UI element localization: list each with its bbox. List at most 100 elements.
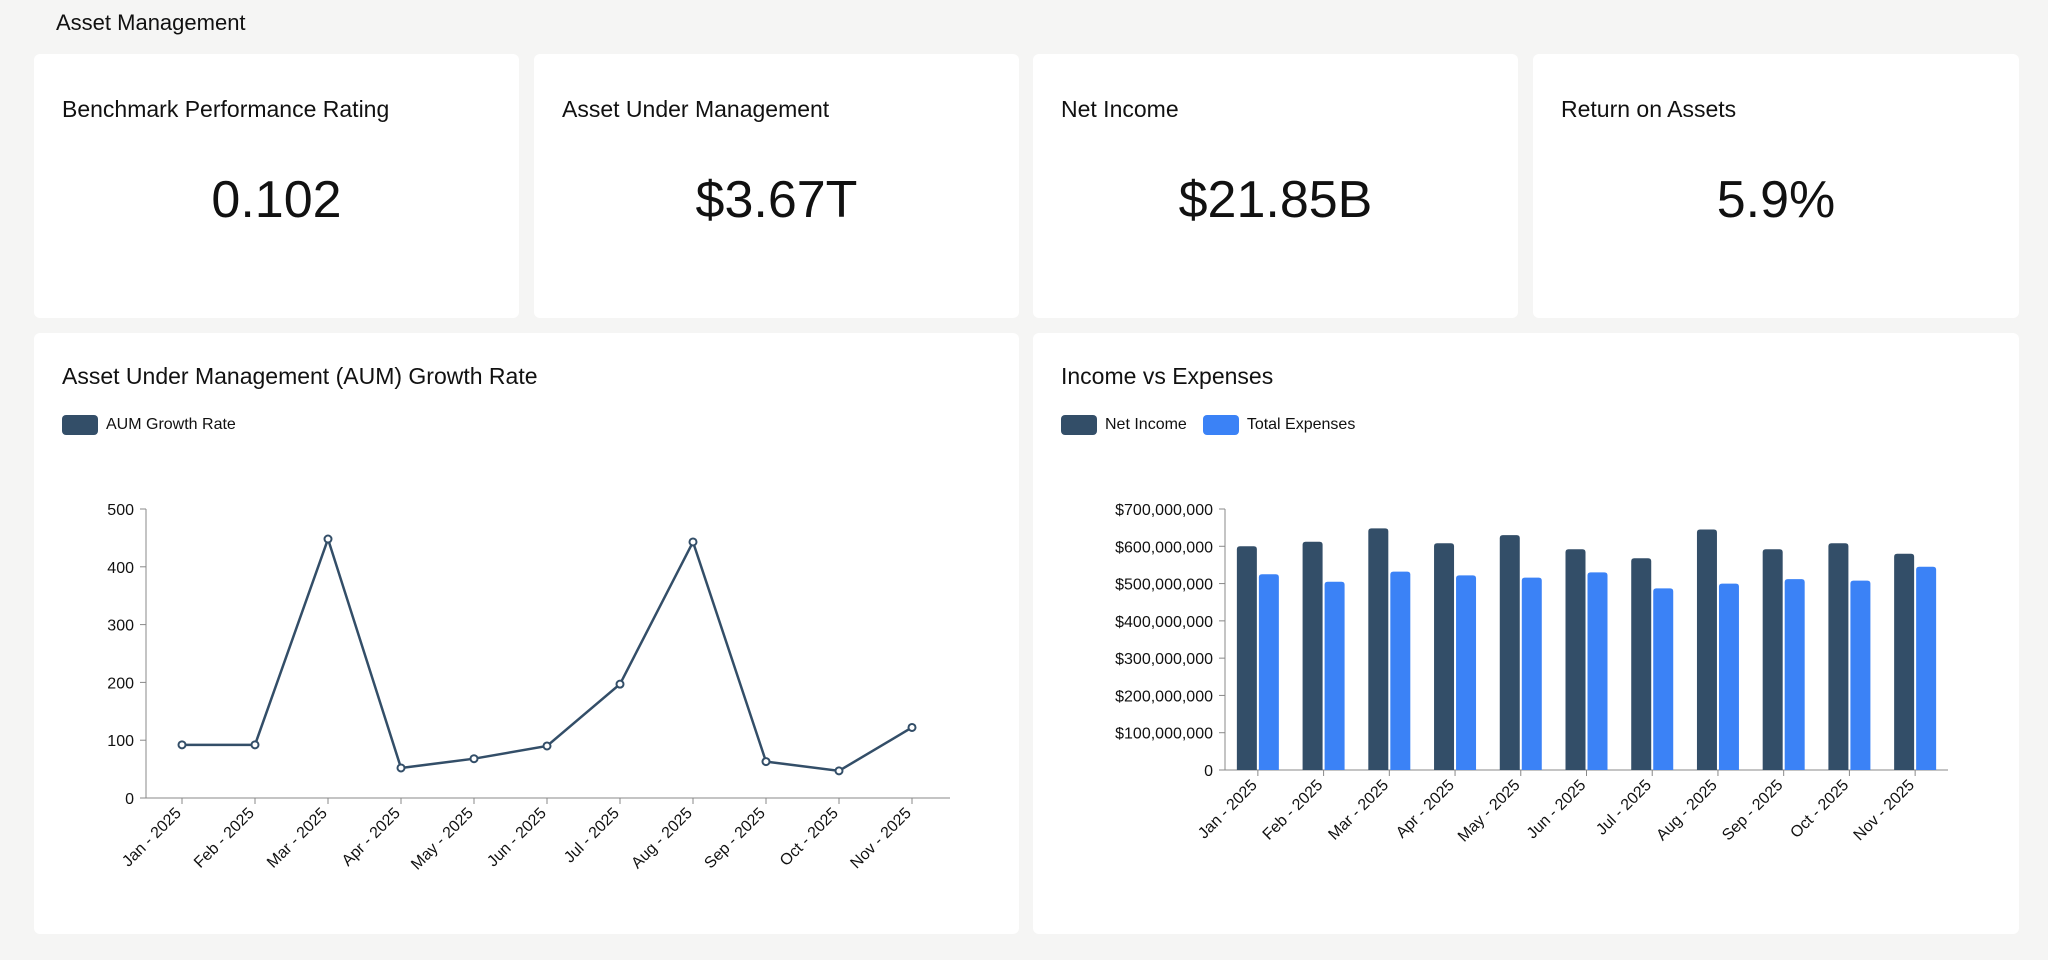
y-tick-label: $700,000,000	[1115, 502, 1213, 519]
x-tick-label: Feb - 2025	[1260, 777, 1327, 844]
y-tick-label: 500	[107, 502, 134, 519]
y-tick-label: 0	[125, 791, 134, 808]
kpi-value: $21.85B	[1178, 171, 1373, 229]
legend-label: Net Income	[1105, 416, 1187, 433]
bar-net-income	[1565, 549, 1586, 770]
data-point	[323, 534, 333, 544]
bar-net-income	[1696, 529, 1717, 770]
y-tick-label: 300	[107, 618, 134, 635]
kpi-value: 0.102	[211, 171, 342, 229]
legend-label: AUM Growth Rate	[106, 416, 236, 433]
bar-net-income	[1368, 528, 1389, 770]
bar-net-income	[1236, 546, 1257, 770]
x-tick-label: Feb - 2025	[191, 805, 258, 872]
kpi-title: Return on Assets	[1561, 96, 1737, 122]
x-tick-label: Mar - 2025	[264, 805, 331, 872]
x-tick-label: Apr - 2025	[339, 805, 404, 870]
bar-total-expenses	[1587, 572, 1608, 770]
data-point	[250, 740, 260, 750]
legend-label: Total Expenses	[1246, 416, 1356, 433]
y-tick-label: $300,000,000	[1115, 651, 1213, 668]
bar-total-expenses	[1850, 580, 1871, 770]
legend-item-net-income[interactable]: Net Income	[1061, 415, 1187, 435]
data-point	[761, 757, 771, 767]
x-tick-label: Oct - 2025	[1787, 777, 1852, 842]
y-tick-label: 400	[107, 560, 134, 577]
income-bar-chart: 0 $100,000,000 $200,000,000 $300,000,000 $40…	[1115, 502, 1948, 846]
kpi-title: Net Income	[1061, 96, 1179, 122]
legend-item-total-expenses[interactable]: Total Expenses	[1202, 415, 1356, 435]
kpi-card-benchmark: Benchmark Performance Rating 0.102	[34, 54, 519, 318]
y-tick-label: 200	[107, 675, 134, 692]
x-tick-label: Mar - 2025	[1325, 777, 1392, 844]
chart-legend: Net Income Total Expenses	[1061, 415, 1355, 435]
y-tick-label: $500,000,000	[1115, 577, 1213, 594]
legend-swatch	[1202, 415, 1239, 435]
x-tick-label: Aug - 2025	[1653, 777, 1720, 844]
data-point	[834, 766, 844, 776]
chart-title: Asset Under Management (AUM) Growth Rate	[62, 363, 538, 389]
data-point	[615, 679, 625, 689]
x-tick-label: Jan - 2025	[119, 805, 185, 871]
page-title: Asset Management	[56, 10, 246, 35]
data-point	[542, 741, 552, 751]
bar-net-income	[1894, 553, 1915, 770]
data-point	[469, 754, 479, 764]
chart-title: Income vs Expenses	[1061, 363, 1274, 389]
bar-total-expenses	[1916, 566, 1937, 770]
bar-total-expenses	[1390, 571, 1411, 770]
x-tick-label: May - 2025	[1455, 777, 1524, 846]
x-tick-label: Jul - 2025	[561, 805, 623, 867]
aum-chart-card: Asset Under Management (AUM) Growth Rate…	[34, 333, 1019, 934]
y-tick-label: $100,000,000	[1115, 726, 1213, 743]
y-tick-label: $400,000,000	[1115, 614, 1213, 631]
data-point	[177, 740, 187, 750]
kpi-card-aum: Asset Under Management $3.67T	[534, 54, 1019, 318]
x-tick-label: Nov - 2025	[1851, 777, 1918, 844]
data-point	[688, 537, 698, 547]
bar-net-income	[1499, 535, 1520, 770]
x-tick-label: Sep - 2025	[1719, 777, 1786, 844]
legend-swatch	[1061, 415, 1097, 435]
bar-net-income	[1631, 558, 1652, 770]
x-tick-label: Aug - 2025	[628, 805, 695, 872]
bar-total-expenses	[1718, 583, 1739, 770]
bar-total-expenses	[1521, 577, 1542, 770]
legend-item-aum-growth-rate[interactable]: AUM Growth Rate	[62, 415, 236, 435]
bar-total-expenses	[1653, 588, 1674, 770]
bar-total-expenses	[1784, 579, 1805, 770]
y-tick-label: 100	[107, 733, 134, 750]
y-tick-label: 0	[1204, 763, 1213, 780]
data-point	[396, 763, 406, 773]
y-tick-label: $600,000,000	[1115, 539, 1213, 556]
bar-total-expenses	[1456, 575, 1477, 770]
kpi-title: Benchmark Performance Rating	[62, 96, 390, 122]
x-tick-label: Oct - 2025	[777, 805, 842, 870]
data-point	[907, 722, 917, 732]
bar-net-income	[1434, 543, 1455, 770]
x-tick-label: Nov - 2025	[847, 805, 914, 872]
bar-net-income	[1828, 543, 1849, 770]
x-tick-label: Sep - 2025	[701, 805, 768, 872]
x-tick-label: Jul - 2025	[1593, 777, 1655, 839]
x-tick-label: Jun - 2025	[484, 805, 550, 871]
x-tick-label: Jun - 2025	[1524, 777, 1590, 843]
x-tick-label: May - 2025	[408, 805, 477, 874]
bar-net-income	[1302, 541, 1323, 770]
kpi-value: $3.67T	[695, 171, 858, 229]
bar-total-expenses	[1258, 574, 1279, 770]
chart-legend: AUM Growth Rate	[62, 415, 236, 435]
kpi-card-net-income: Net Income $21.85B	[1033, 54, 1518, 318]
kpi-card-return-on-assets: Return on Assets 5.9%	[1533, 54, 2019, 318]
bar-net-income	[1762, 549, 1783, 770]
income-chart-card: Income vs Expenses Net Income Total Expe…	[1033, 333, 2019, 934]
kpi-title: Asset Under Management	[562, 96, 830, 122]
y-tick-label: $200,000,000	[1115, 688, 1213, 705]
legend-swatch	[62, 415, 98, 435]
aum-line-chart: 0 100 200 300 400 500 Jan - 2025 Feb - 2025 Mar …	[107, 502, 950, 874]
bar-total-expenses	[1324, 581, 1345, 770]
x-tick-label: Jan - 2025	[1195, 777, 1261, 843]
kpi-value: 5.9%	[1716, 171, 1836, 229]
x-tick-label: Apr - 2025	[1393, 777, 1458, 842]
series-line-aum-growth-rate	[182, 535, 913, 773]
